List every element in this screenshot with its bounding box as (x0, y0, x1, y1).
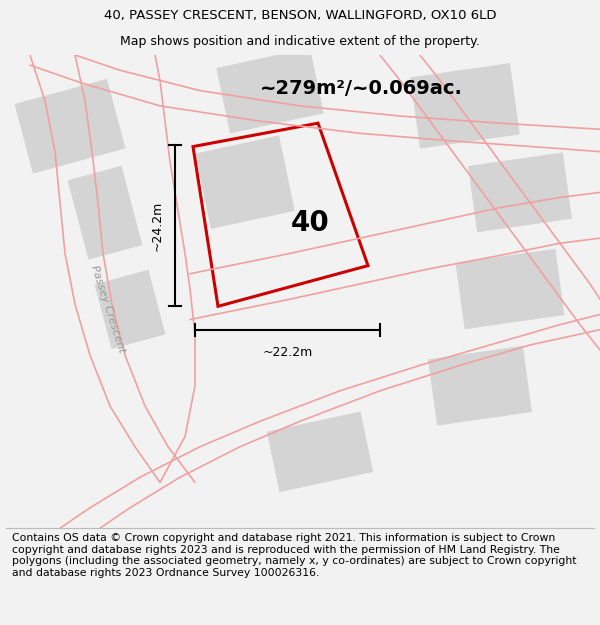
Polygon shape (95, 270, 165, 349)
Polygon shape (456, 249, 564, 329)
Polygon shape (469, 153, 572, 232)
Text: ~22.2m: ~22.2m (262, 346, 313, 359)
Text: Contains OS data © Crown copyright and database right 2021. This information is : Contains OS data © Crown copyright and d… (12, 533, 577, 578)
Polygon shape (428, 346, 532, 425)
Polygon shape (268, 412, 373, 492)
Polygon shape (15, 79, 125, 173)
Polygon shape (196, 136, 295, 229)
Text: 40: 40 (290, 209, 329, 237)
Polygon shape (68, 166, 142, 259)
Text: 40, PASSEY CRESCENT, BENSON, WALLINGFORD, OX10 6LD: 40, PASSEY CRESCENT, BENSON, WALLINGFORD… (104, 9, 496, 22)
Text: Map shows position and indicative extent of the property.: Map shows position and indicative extent… (120, 35, 480, 48)
Text: ~24.2m: ~24.2m (151, 200, 163, 251)
Polygon shape (410, 64, 520, 148)
Text: Passey Crescent: Passey Crescent (89, 264, 127, 354)
Text: ~279m²/~0.069ac.: ~279m²/~0.069ac. (260, 79, 463, 98)
Polygon shape (217, 48, 323, 133)
